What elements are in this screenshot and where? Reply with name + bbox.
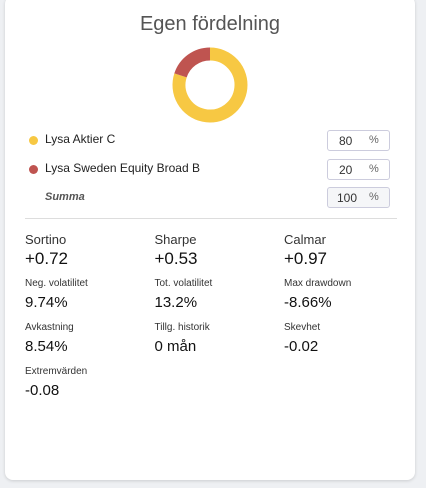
metric-label: Sortino <box>25 232 67 247</box>
legend-dot <box>29 136 38 145</box>
metric-label: Avkastning <box>25 322 74 333</box>
fund-name: Lysa Sweden Equity Broad B <box>45 161 200 175</box>
donut-segment <box>174 47 211 78</box>
metric-value: 9.74% <box>25 294 68 311</box>
weight-input[interactable]: 80% <box>327 130 390 151</box>
fund-name: Lysa Aktier C <box>45 132 116 146</box>
metric-value: +0.53 <box>154 249 198 268</box>
donut-chart <box>172 47 248 123</box>
metric-value: -8.66% <box>284 294 332 311</box>
metric-value: -0.08 <box>25 382 60 399</box>
card: Egen fördelning Lysa Aktier C 80% Lysa Swe… <box>5 0 415 480</box>
legend-dot <box>29 165 38 174</box>
total-value: 100 <box>337 191 358 205</box>
metric-label: Tillg. historik <box>154 322 210 333</box>
metric-label: Extremvärden <box>25 366 88 377</box>
metric-value: 13.2% <box>154 294 198 311</box>
metric-value: 0 mån <box>154 338 197 355</box>
title: Egen fördelning <box>139 13 281 35</box>
metric-label: Sharpe <box>154 232 197 247</box>
unit: % <box>369 191 379 203</box>
metric-value: +0.97 <box>284 249 328 268</box>
weight-input[interactable]: 20% <box>327 159 390 180</box>
weight-value: 80 <box>339 134 353 148</box>
total-label: Summa <box>45 191 85 203</box>
metric-value: 8.54% <box>25 338 68 355</box>
metric-value: -0.02 <box>284 338 319 355</box>
total-input: 100% <box>327 187 390 208</box>
unit: % <box>369 163 379 175</box>
weight-value: 20 <box>339 163 353 177</box>
metric-label: Skevhet <box>284 322 321 333</box>
donut-segment <box>172 47 248 123</box>
metric-label: Calmar <box>284 232 326 247</box>
metric-label: Tot. volatilitet <box>154 278 213 289</box>
metric-label: Neg. volatilitet <box>25 278 88 289</box>
divider <box>25 218 397 219</box>
unit: % <box>369 134 379 146</box>
metric-value: +0.72 <box>25 249 69 268</box>
metric-label: Max drawdown <box>284 278 352 289</box>
